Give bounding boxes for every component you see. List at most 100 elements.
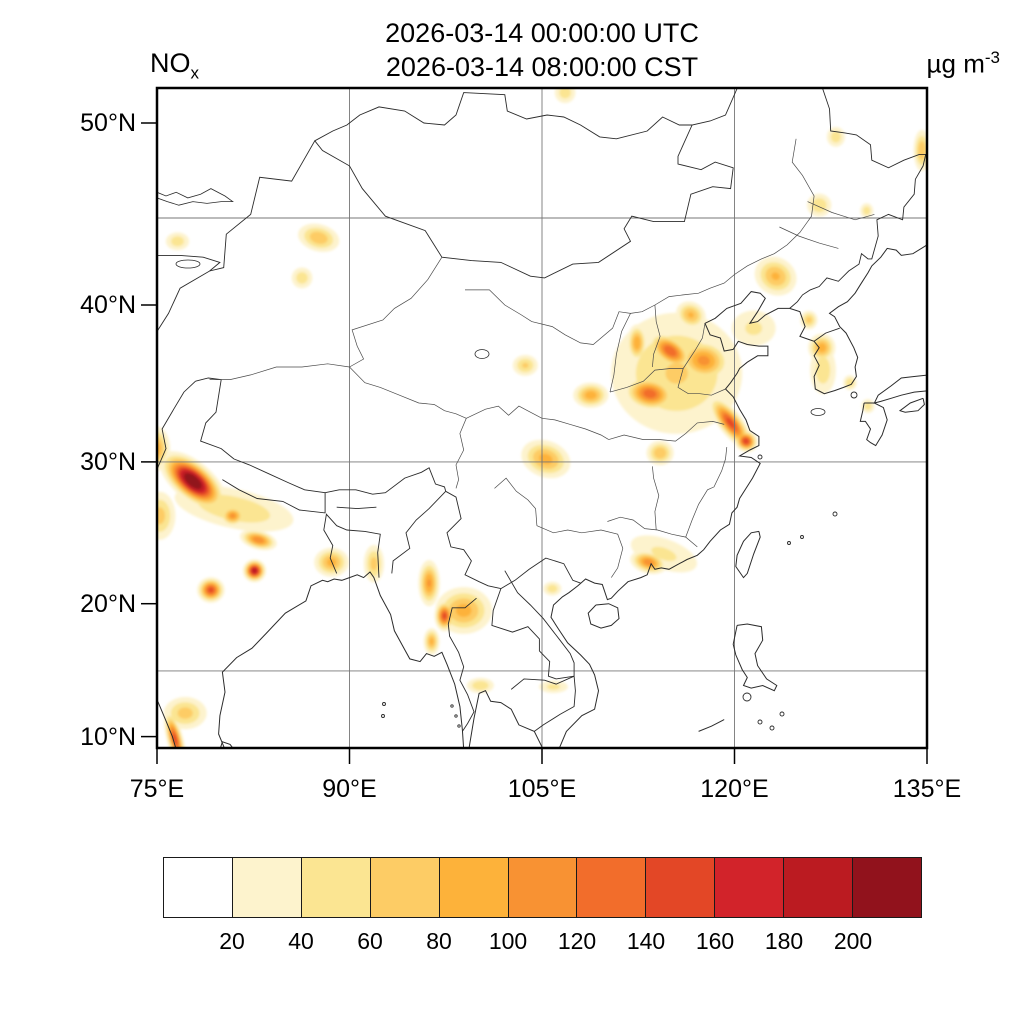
hotspot-varanasi-singrauli (252, 536, 265, 544)
hotspot-liaoning-shenyang (771, 272, 780, 281)
lon-tick-label-90: 90°E (322, 775, 377, 803)
small-island (742, 692, 752, 702)
province-border-path (349, 366, 467, 489)
hotspot-shan-myanmar (442, 613, 447, 619)
lake-issyk-kul (175, 259, 201, 269)
colorbar-segment-2 (301, 858, 371, 917)
country-border-path (504, 570, 575, 677)
hotspot-harbin (811, 198, 827, 213)
hotspot-cambodia (546, 684, 561, 690)
colorbar-segment-9 (784, 858, 854, 917)
hotspot-top-edge-siberia (559, 88, 571, 99)
hotspot-seoul-incheon (817, 343, 827, 353)
coastline-path (468, 690, 544, 748)
colorbar-segment-8 (715, 858, 785, 917)
province-border-path (779, 226, 839, 249)
province-border-path (677, 368, 726, 396)
colorbar-segment-6 (577, 858, 647, 917)
hotspot-kerala-coast (172, 733, 178, 745)
lake-qinghai (474, 349, 490, 359)
hotspot-bohai-band (745, 321, 763, 336)
province-border-path (652, 304, 661, 368)
province-border-path (209, 363, 350, 380)
colorbar-segment-4 (439, 858, 509, 917)
hotspot-pakistan-punjab-edge (157, 441, 161, 456)
small-island (757, 719, 763, 725)
colorbar-tick-label-20: 20 (219, 928, 245, 954)
province-border-path (609, 313, 631, 393)
coastline-path (218, 571, 465, 748)
small-island (454, 714, 458, 718)
small-island (769, 725, 775, 731)
lake-outline (157, 188, 234, 206)
lat-tick-label-30: 30°N (80, 447, 136, 476)
hotspot-korba (252, 568, 257, 573)
colorbar-tick-label-40: 40 (288, 928, 314, 954)
hotspot-west-rajasthan-edge (157, 507, 166, 525)
hotspot-pakistan-punjab-edge (157, 436, 164, 461)
lon-tick-label-135: 135°E (892, 775, 962, 803)
lon-tick-label-120: 120°E (700, 775, 769, 803)
coastlines-and-borders (157, 88, 927, 748)
coastline-path (587, 603, 620, 629)
hotspot-zhengzhou-henan (643, 389, 657, 399)
small-island (832, 511, 838, 517)
hotspot-beijing-tianjin (687, 312, 694, 318)
coastline-path (698, 719, 725, 732)
lon-tick-label-75: 75°E (129, 775, 185, 803)
title-line-cst: 2026-03-14 08:00:00 CST (385, 52, 699, 82)
country-border-path (445, 490, 501, 590)
country-border-path (325, 467, 447, 495)
country-border-path (157, 88, 739, 332)
country-border-path (491, 588, 575, 680)
province-border-path (685, 447, 728, 538)
hotspot-delhi-ncr-punjab (184, 473, 202, 489)
colorbar-segment-5 (508, 858, 578, 917)
country-border-path (233, 458, 326, 494)
colorbar-segment-10 (853, 858, 921, 917)
hotspot-north-thailand-laos (455, 604, 472, 617)
province-border-path (607, 516, 698, 548)
province-border-path (349, 257, 443, 368)
hotspot-almaty-edge (171, 236, 184, 247)
hotspot-shandong-jinan (697, 355, 710, 366)
hotspot-pyongyang (805, 316, 812, 324)
small-island (779, 711, 785, 717)
colorbar-tick-label-60: 60 (357, 928, 383, 954)
variable-subscript: x (190, 63, 200, 83)
province-border-path (608, 421, 725, 442)
hotspot-bangladesh-east (370, 557, 378, 571)
small-island (381, 714, 385, 718)
country-border-path (323, 513, 381, 578)
hotspot-shijiazhuang-handan (664, 345, 677, 357)
hotspot-kanpur-lucknow (229, 513, 236, 519)
hotspot-korea-west-band (815, 356, 831, 384)
units-exponent: -3 (984, 48, 1000, 67)
hotspot-korla (296, 272, 308, 284)
small-island (382, 702, 386, 706)
colorbar-segment-7 (646, 858, 716, 917)
hotspot-south-india (177, 707, 193, 719)
hotspot-nen-river-spot (830, 131, 842, 143)
small-island (850, 391, 858, 399)
province-border-path (652, 466, 660, 531)
jeju-island (810, 408, 826, 416)
country-border-path (391, 490, 447, 574)
coastline-path (157, 699, 177, 748)
province-border-path (536, 525, 624, 578)
colorbar (163, 857, 922, 918)
hotspot-hanoi (547, 584, 558, 593)
hotspot-shanghai (743, 438, 749, 444)
hotspot-lanzhou (522, 362, 529, 369)
country-border-path (500, 557, 581, 589)
pollution-field (157, 88, 927, 748)
hotspot-se-coast-band (651, 546, 677, 561)
colorbar-tick-label-180: 180 (764, 928, 804, 954)
lat-tick-label-50: 50°N (80, 109, 136, 137)
province-border-path (494, 477, 538, 526)
lat-tick-label-40: 40°N (80, 291, 136, 320)
province-border-path (807, 201, 875, 221)
small-island (800, 535, 804, 539)
